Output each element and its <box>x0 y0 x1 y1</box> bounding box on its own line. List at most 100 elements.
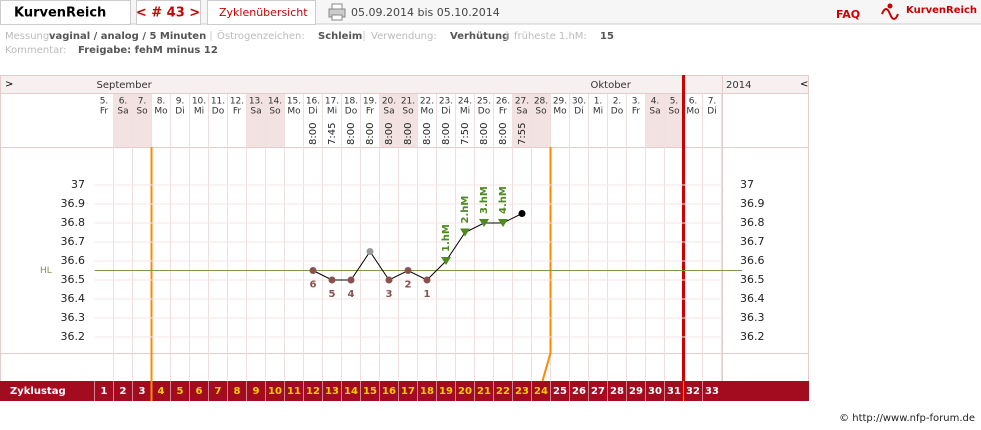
weekday-label: Fr <box>366 107 375 117</box>
year: 2014 <box>726 80 751 91</box>
logo-text[interactable]: KurvenReich <box>906 5 977 16</box>
faq-link[interactable]: FAQ <box>836 8 860 21</box>
logo-icon[interactable] <box>881 3 899 20</box>
y-tick-label-right: 36.3 <box>740 311 765 324</box>
weekday-label: Di <box>175 107 184 117</box>
cycle-day: 28 <box>610 386 624 397</box>
time-label: 8:00 <box>479 123 490 145</box>
temperature-point <box>309 267 317 274</box>
weekday-label: Fr <box>100 107 109 117</box>
cycle-nav-box[interactable] <box>136 0 201 25</box>
day-label: 26. <box>496 97 510 107</box>
cycle-day: 14 <box>344 386 358 397</box>
weekday-label: Sa <box>649 107 660 117</box>
weekend-shade <box>398 94 418 147</box>
cycle-row-label: Zyklustag <box>10 386 66 397</box>
day-label: 23. <box>439 97 453 107</box>
y-tick-label: 36.3 <box>61 311 86 324</box>
overview-tab-label[interactable]: Zyklenübersicht <box>219 6 308 19</box>
weekday-label: Di <box>441 107 450 117</box>
app-tab[interactable] <box>0 0 131 25</box>
day-label: 7. <box>708 97 717 107</box>
y-tick-label: 36.5 <box>61 273 86 286</box>
weekday-label: Di <box>308 107 317 117</box>
y-tick-label-right: 37 <box>740 178 754 191</box>
weekend-shade <box>246 94 266 147</box>
month-label: Oktober <box>591 80 632 91</box>
weekday-label: So <box>668 107 680 117</box>
app-tab-label[interactable]: KurvenReich <box>14 6 106 21</box>
day-label: 28. <box>534 97 548 107</box>
weekend-shade <box>664 94 684 147</box>
day-label: 6. <box>119 97 128 107</box>
nav-right[interactable]: < <box>800 79 808 90</box>
cycle-day: 11 <box>287 386 301 397</box>
weekday-label: So <box>402 107 414 117</box>
temperature-point <box>328 276 336 284</box>
cycle-day: 31 <box>667 386 681 397</box>
time-label: 7:55 <box>517 123 528 145</box>
y-tick-label: 36.4 <box>61 292 86 305</box>
y-tick-label-right: 36.8 <box>740 216 765 229</box>
low-label: 1 <box>424 289 431 300</box>
time-label: 7:50 <box>460 123 471 145</box>
hm-label: 1.hM <box>441 224 452 252</box>
fertile-end-line <box>541 352 552 382</box>
cycle-day: 16 <box>382 386 396 397</box>
date-range: 05.09.2014 bis 05.10.2014 <box>351 6 500 19</box>
day-label: 21. <box>401 97 415 107</box>
day-label: 2. <box>613 97 622 107</box>
weekday-label: Mo <box>154 107 168 117</box>
cycle-day: 24 <box>534 386 548 397</box>
cycle-day: 27 <box>591 386 605 397</box>
nav-left[interactable]: > <box>5 79 13 90</box>
y-tick-label-right: 36.5 <box>740 273 765 286</box>
weekday-label: Sa <box>516 107 527 117</box>
cycle-day: 30 <box>648 386 662 397</box>
day-label: 9. <box>176 97 185 107</box>
y-tick-label: 36.6 <box>61 254 86 267</box>
weekday-label: Sa <box>383 107 394 117</box>
info-value: vaginal / analog / 5 Minuten <box>49 31 206 42</box>
time-label: 8:00 <box>308 123 319 145</box>
info-value: 15 <box>600 31 614 42</box>
info-value: Schleim <box>318 31 362 42</box>
low-label: 4 <box>348 289 355 300</box>
info-label: Verwendung: <box>371 31 437 42</box>
time-label: 7:45 <box>327 123 338 145</box>
cycle-nav[interactable]: < # 43 > <box>136 6 200 21</box>
y-tick-label-right: 36.2 <box>740 330 765 343</box>
info: Messung: vaginal / analog / 5 Minuten Ös… <box>5 29 614 56</box>
month-label: September <box>97 80 153 91</box>
hm-marker <box>460 228 470 237</box>
month-row <box>0 75 809 94</box>
footer-credit: © http://www.nfp-forum.de <box>839 413 975 424</box>
info-value: Freigabe: fehM minus 12 <box>78 45 218 56</box>
day-label: 8. <box>157 97 166 107</box>
cycle-day: 10 <box>268 386 282 397</box>
weekend-shade <box>512 94 532 147</box>
y-tick-label: 36.8 <box>61 216 86 229</box>
weekday-label: So <box>535 107 547 117</box>
weekday-label: Do <box>478 107 491 117</box>
day-label: 11. <box>211 97 225 107</box>
cycle-day: 2 <box>120 386 127 397</box>
printer-icon[interactable] <box>328 3 346 21</box>
cycle-day: 6 <box>196 386 203 397</box>
hm-label: 2.hM <box>460 196 471 224</box>
cycle-day: 12 <box>306 386 320 397</box>
cycle-day: 13 <box>325 386 339 397</box>
low-label: 2 <box>405 280 412 291</box>
day-label: 10. <box>192 97 206 107</box>
day-label: 19. <box>363 97 377 107</box>
day-label: 5. <box>100 97 109 107</box>
day-label: 15. <box>287 97 301 107</box>
cycle-day: 5 <box>177 386 184 397</box>
overview-tab[interactable] <box>207 0 316 25</box>
day-label: 4. <box>651 97 660 107</box>
hm-marker <box>441 257 451 265</box>
cycle-day: 33 <box>705 386 719 397</box>
weekday-label: So <box>269 107 281 117</box>
